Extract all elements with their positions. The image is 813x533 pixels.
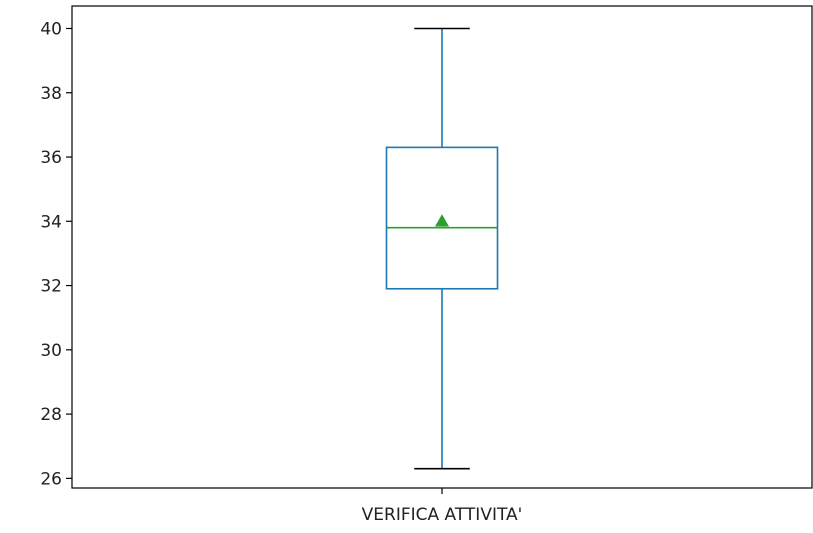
mean-marker [435, 214, 449, 227]
box-series [385, 27, 499, 470]
x-tick-label: VERIFICA ATTIVITA' [362, 505, 523, 525]
x-axis: VERIFICA ATTIVITA' [362, 488, 523, 525]
iqr-box [385, 146, 499, 290]
y-tick-label: 30 [40, 341, 62, 361]
y-tick-label: 34 [40, 212, 62, 232]
y-tick-label: 32 [40, 277, 62, 297]
y-tick-label: 26 [40, 469, 62, 489]
y-tick-label: 36 [40, 148, 62, 168]
y-tick-label: 40 [40, 19, 62, 39]
y-tick-label: 28 [40, 405, 62, 425]
y-axis: 26 28 30 32 34 36 38 40 [40, 19, 72, 489]
box-group [385, 27, 499, 470]
y-tick-label: 38 [40, 84, 62, 104]
